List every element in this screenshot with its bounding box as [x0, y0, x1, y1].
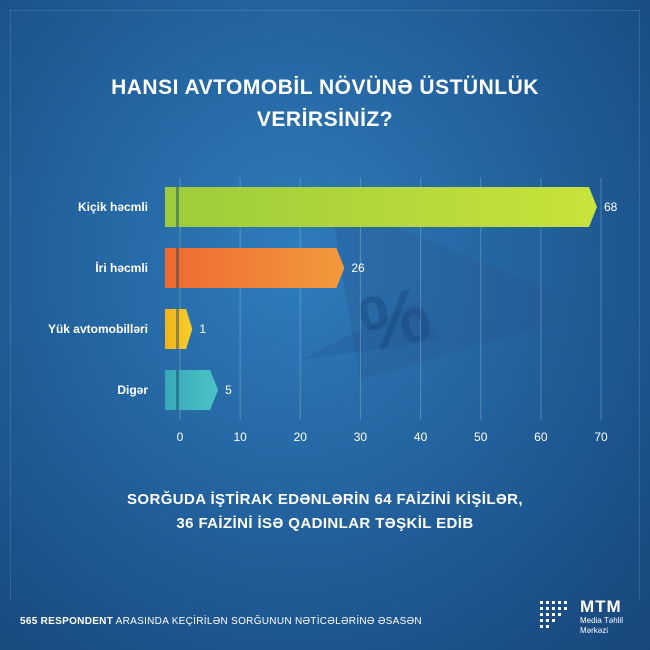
- x-tick-label-60: 60: [534, 430, 548, 444]
- bar-marker-3: [176, 309, 179, 349]
- x-tick-label-70: 70: [594, 430, 608, 444]
- percent-watermark: %: [300, 200, 600, 380]
- x-tick-label-20: 20: [294, 430, 308, 444]
- mtm-logo-line-1: Media Təhlil: [580, 616, 623, 625]
- title-line-2: VERİRSİNİZ?: [256, 108, 394, 131]
- note-line-2: 36 FAİZİNİ İSƏ QADINLAR TƏŞKİL EDİB: [176, 515, 474, 532]
- survey-note: SORĞUDA İŞTİRAK EDƏNLƏRİN 64 FAİZİNİ KİŞ…: [0, 488, 650, 536]
- x-tick-label-50: 50: [474, 430, 488, 444]
- frame-left-line: [10, 10, 11, 600]
- bar-marker-1: [176, 187, 179, 227]
- mtm-logo-subtitle: Media Təhlil Mərkəzi: [580, 616, 623, 636]
- mtm-logo-name: MTM: [580, 597, 622, 616]
- x-tick-label-10: 10: [233, 430, 247, 444]
- value-label-4: 5: [225, 383, 232, 397]
- bar-4: [165, 370, 219, 410]
- category-label-3: Yük avtomobilləri: [48, 322, 148, 336]
- bar-1: [165, 187, 597, 227]
- note-line-1: SORĞUDA İŞTİRAK EDƏNLƏRİN 64 FAİZİNİ KİŞ…: [127, 491, 523, 508]
- value-label-3: 1: [199, 322, 206, 336]
- mtm-logo-icon: [540, 601, 567, 628]
- value-label-1: 68: [604, 200, 618, 214]
- chart-title: HANSI AVTOMOBİL NÖVÜNƏ ÜSTÜNLÜK VERİRSİN…: [0, 72, 650, 136]
- frame-top-line: [10, 10, 640, 11]
- bar-marker-4: [176, 370, 179, 410]
- bar-2: [165, 248, 345, 288]
- category-label-4: Digər: [117, 383, 148, 397]
- mtm-logo: MTM Media Təhlil Mərkəzi: [540, 597, 640, 637]
- bar-3: [165, 309, 193, 349]
- value-label-2: 26: [351, 261, 365, 275]
- x-tick-label-0: 0: [177, 430, 184, 444]
- footer-source: 565 RESPONDENT ARASINDA KEÇİRİLƏN SORĞUN…: [20, 616, 422, 627]
- frame-right-line: [639, 10, 640, 600]
- title-line-1: HANSI AVTOMOBİL NÖVÜNƏ ÜSTÜNLÜK: [111, 76, 539, 99]
- bar-marker-2: [176, 248, 179, 288]
- mtm-logo-line-2: Mərkəzi: [580, 626, 609, 635]
- footer-respondents: 565 RESPONDENT: [20, 616, 114, 627]
- x-tick-label-40: 40: [414, 430, 428, 444]
- category-label-1: Kiçik həcmli: [78, 200, 148, 214]
- footer-text: ARASINDA KEÇİRİLƏN SORĞUNUN NƏTİCƏLƏRİNƏ…: [113, 616, 422, 627]
- x-tick-label-30: 30: [354, 430, 368, 444]
- category-label-2: İri həcmli: [95, 260, 148, 275]
